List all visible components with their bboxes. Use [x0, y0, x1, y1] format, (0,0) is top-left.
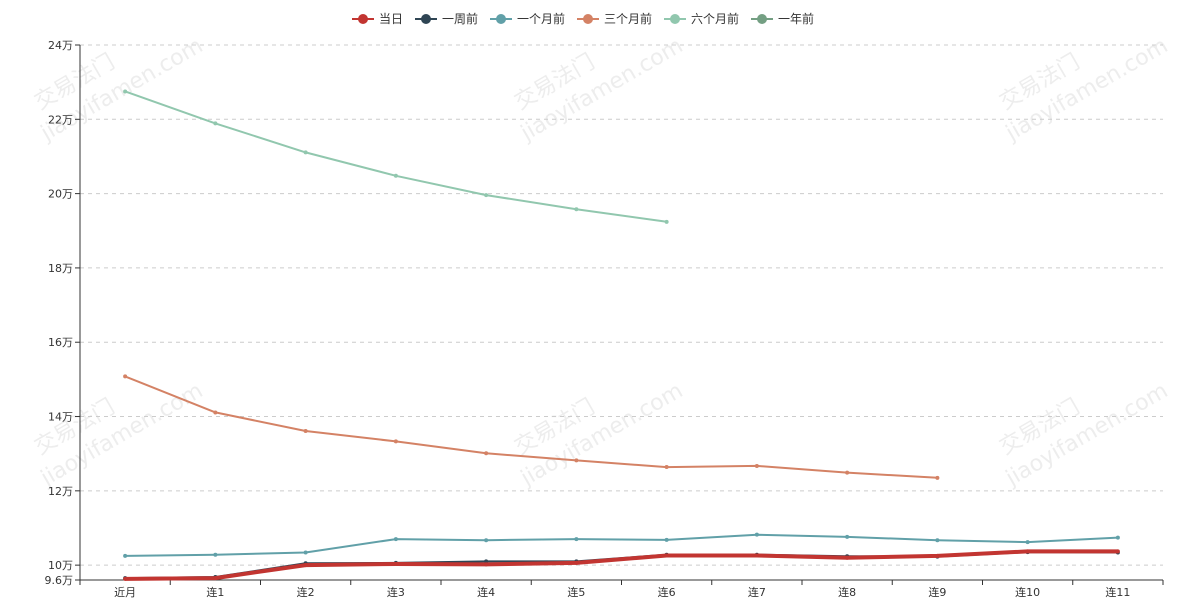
x-tick-label: 连6 [658, 586, 676, 599]
legend-marker [583, 14, 593, 24]
y-tick-label: 22万 [48, 113, 73, 126]
data-point [845, 470, 850, 475]
data-point [1025, 549, 1030, 554]
series [123, 549, 1120, 581]
data-point [213, 121, 218, 126]
series [123, 89, 669, 224]
y-tick-label: 16万 [48, 336, 73, 349]
grid-lines [80, 44, 1163, 566]
x-tick-label: 连11 [1105, 586, 1130, 599]
legend-label: 一周前 [442, 11, 478, 26]
legend-marker [757, 14, 767, 24]
data-point [303, 550, 308, 555]
data-point [213, 552, 218, 557]
data-point [123, 553, 128, 558]
legend-label: 六个月前 [691, 11, 739, 26]
series-line [124, 375, 938, 479]
series [123, 532, 1120, 558]
data-point [484, 193, 489, 198]
legend-item[interactable]: 三个月前 [577, 11, 652, 26]
data-point [754, 532, 759, 537]
data-point [123, 89, 128, 94]
legend-marker [496, 14, 506, 24]
data-point [845, 534, 850, 539]
data-point [213, 410, 218, 415]
x-tick-label: 连9 [928, 586, 946, 599]
data-point [1025, 540, 1030, 545]
x-tick-label: 近月 [114, 586, 136, 599]
y-tick-label: 10万 [48, 559, 73, 572]
data-point [303, 429, 308, 434]
data-point [574, 537, 579, 542]
data-point [393, 562, 398, 567]
series-line [125, 533, 1118, 557]
y-tick-label: 9.6万 [45, 574, 74, 587]
x-tick-label: 连3 [387, 586, 405, 599]
data-point [484, 451, 489, 456]
y-tick-label: 18万 [48, 262, 73, 275]
data-point [574, 560, 579, 565]
legend-marker [421, 14, 431, 24]
data-point [213, 576, 218, 581]
series-lines [123, 89, 1120, 581]
x-tick-label: 连10 [1015, 586, 1040, 599]
data-point [303, 563, 308, 568]
data-point [664, 219, 669, 224]
data-point [1115, 535, 1120, 540]
y-tick-label: 24万 [48, 39, 73, 52]
data-point [484, 562, 489, 567]
series-line [125, 549, 1118, 581]
x-tick-label: 连7 [748, 586, 766, 599]
data-point [935, 475, 940, 480]
legend-marker [358, 14, 368, 24]
data-point [484, 538, 489, 543]
y-tick-label: 14万 [48, 411, 73, 424]
legend-item[interactable]: 一年前 [751, 11, 814, 26]
legend-label: 三个月前 [604, 11, 652, 26]
y-tick-label: 20万 [48, 188, 73, 201]
data-point [574, 458, 579, 463]
y-tick-label: 12万 [48, 485, 73, 498]
x-tick-label: 连2 [297, 586, 315, 599]
legend-label: 一个月前 [517, 11, 565, 26]
data-point [123, 374, 128, 379]
data-point [664, 553, 669, 558]
data-point [123, 576, 128, 581]
data-point [393, 173, 398, 178]
legend-label: 一年前 [778, 11, 814, 26]
data-point [664, 465, 669, 470]
x-tick-label: 连8 [838, 586, 856, 599]
data-point [393, 439, 398, 444]
data-point [754, 553, 759, 558]
data-point [574, 207, 579, 212]
legend-label: 当日 [379, 12, 403, 26]
data-point [935, 538, 940, 543]
series [123, 374, 940, 480]
legend-item[interactable]: 一周前 [415, 11, 478, 26]
data-point [1115, 549, 1120, 554]
data-point [845, 555, 850, 560]
x-tick-label: 连4 [477, 586, 495, 599]
data-point [393, 537, 398, 542]
data-point [754, 463, 759, 468]
x-tick-label: 连1 [206, 586, 224, 599]
legend-item[interactable]: 六个月前 [664, 11, 739, 26]
data-point [935, 553, 940, 558]
legend-item[interactable]: 当日 [352, 12, 403, 26]
x-tick-label: 连5 [567, 586, 585, 599]
data-point [664, 537, 669, 542]
legend[interactable]: 当日 一周前 一个月前 三个月前 六个月前 一年前 [352, 11, 814, 26]
data-point [303, 150, 308, 155]
legend-marker [670, 14, 680, 24]
legend-item[interactable]: 一个月前 [490, 11, 565, 26]
